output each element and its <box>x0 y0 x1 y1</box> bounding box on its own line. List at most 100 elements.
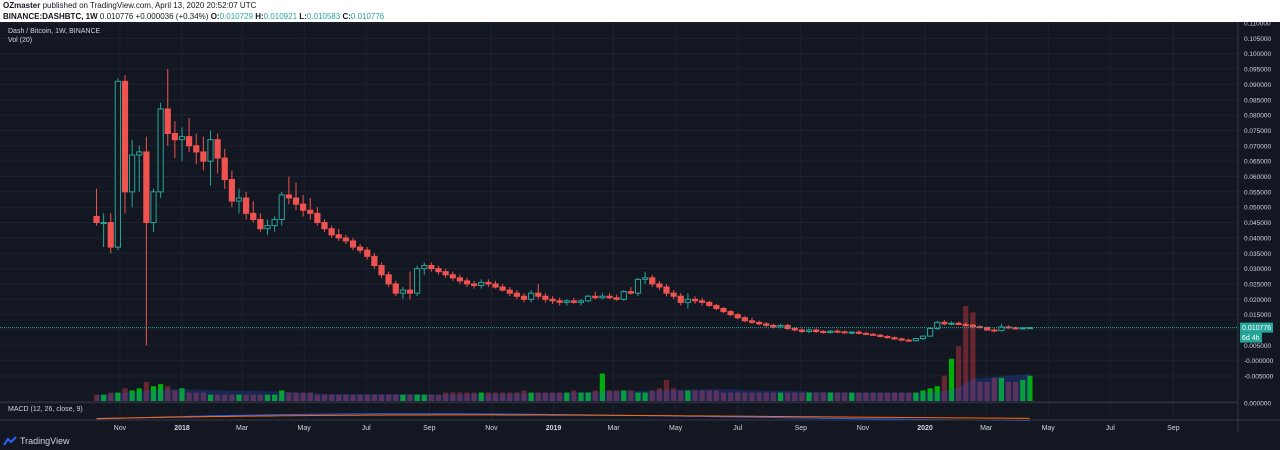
volume-bar <box>621 390 627 401</box>
ohlc-line: BINANCE:DASHBTC, 1W 0.010776 +0.000036 (… <box>0 11 1280 22</box>
volume-bar <box>371 394 377 401</box>
volume-bar <box>742 392 748 401</box>
volume-ma-area <box>96 373 1030 401</box>
candle-body <box>492 283 499 288</box>
volume-bar <box>806 392 812 401</box>
publication-header: OZmaster published on TradingView.com, A… <box>0 0 1280 22</box>
volume-bar <box>614 390 620 401</box>
volume-bar <box>557 392 563 401</box>
candle-body <box>371 255 378 267</box>
volume-bar <box>321 394 328 401</box>
candle-body <box>357 246 364 251</box>
candle-body <box>186 136 193 147</box>
volume-bar <box>122 388 128 401</box>
volume-bar <box>977 382 983 401</box>
volume-bar <box>464 392 470 401</box>
volume-bar <box>564 392 570 401</box>
price-tick-label: 0.065000 <box>1244 159 1271 166</box>
candle-body <box>927 327 934 337</box>
candle-body <box>235 197 243 202</box>
volume-bar <box>749 392 755 401</box>
low-label: L: <box>299 12 307 21</box>
volume-bar <box>407 394 413 401</box>
volume-bar <box>186 392 192 401</box>
volume-bar <box>108 392 114 401</box>
candle-body <box>905 339 912 342</box>
volume-bar <box>136 388 142 401</box>
volume-bar <box>443 392 449 401</box>
time-tick-label: Sep <box>1167 425 1180 432</box>
time-axis[interactable]: Nov 2018 Mar May Jul Sep Nov 2019 Mar May Jul Sep No… <box>114 425 1180 432</box>
open-label: O: <box>210 12 220 21</box>
price-tick-label: 0.055000 <box>1244 189 1271 196</box>
candle-body <box>364 249 371 257</box>
volume-bar <box>165 386 171 401</box>
candle-body <box>549 298 556 302</box>
volume-bar <box>777 392 784 401</box>
candle-body <box>570 300 577 303</box>
candle-body <box>991 329 998 332</box>
candle-body <box>321 222 328 230</box>
candle-body <box>435 268 442 273</box>
price-tick-label: -0.005000 <box>1244 374 1274 381</box>
volume-bar <box>713 390 719 401</box>
candle-body <box>414 268 421 294</box>
volume-bar <box>998 377 1004 401</box>
chart-canvas[interactable]: 0.110000 0.105000 0.100000 0.095000 0.090000… <box>0 22 1280 433</box>
volume-bar <box>514 392 520 401</box>
candle-body <box>934 321 941 329</box>
macd-line <box>96 413 1030 422</box>
candle-body <box>841 331 848 334</box>
volume-legend[interactable]: Vol (20) <box>8 37 32 44</box>
macd-legend[interactable]: MACD (12, 26, close, 9) <box>8 406 83 413</box>
candle-body <box>442 271 449 276</box>
candle-body <box>727 311 734 316</box>
price-tick-label: 0.020000 <box>1244 297 1271 304</box>
time-tick-label: May <box>298 425 312 432</box>
time-tick-label: Mar <box>980 425 993 432</box>
candle-body <box>243 197 250 214</box>
tradingview-brand[interactable]: TradingView <box>3 435 70 447</box>
candle-body <box>634 278 642 294</box>
candle-body <box>855 331 862 334</box>
candle-body <box>528 292 535 300</box>
volume-bar <box>606 390 613 401</box>
price-tick-label: 0.000000 <box>1244 401 1271 408</box>
volume-bar <box>592 390 598 401</box>
candle-body <box>449 274 456 279</box>
candle-body <box>969 324 976 328</box>
volume-bar <box>507 392 513 401</box>
candle-body <box>471 283 478 286</box>
volume-bar <box>500 392 506 401</box>
candle-body <box>143 151 150 224</box>
volume-bar <box>856 392 862 401</box>
candle-body <box>627 291 634 294</box>
candle-body <box>250 212 257 220</box>
volume-bar <box>150 386 157 401</box>
volume-bar <box>678 390 684 401</box>
author-name[interactable]: OZmaster <box>3 1 41 10</box>
candle-body <box>677 295 684 303</box>
candle-body <box>577 300 585 303</box>
volume-bar <box>827 392 833 401</box>
price-tick-label: 0.100000 <box>1244 51 1271 58</box>
candle-body <box>535 292 542 297</box>
volume-bar <box>884 392 890 401</box>
volume-bar <box>343 394 349 401</box>
price-tick-label: 0.060000 <box>1244 174 1271 181</box>
volume-bar <box>1020 379 1026 401</box>
volume-bar <box>307 392 313 401</box>
candle-body <box>649 277 656 285</box>
candle-body <box>513 292 520 297</box>
candle-body <box>763 323 770 326</box>
volume-bar <box>956 346 962 401</box>
macd-pane <box>96 413 1030 422</box>
candle-body <box>713 304 720 310</box>
volume-bar <box>692 390 698 401</box>
volume-bar <box>293 392 299 401</box>
series-legend-title[interactable]: Dash / Bitcoin, 1W, BINANCE <box>8 28 101 35</box>
time-tick-label: Nov <box>857 425 870 432</box>
price-tick-label: 0.040000 <box>1244 235 1271 242</box>
low-value: 0.010583 <box>306 12 341 21</box>
volume-bar <box>799 392 805 401</box>
